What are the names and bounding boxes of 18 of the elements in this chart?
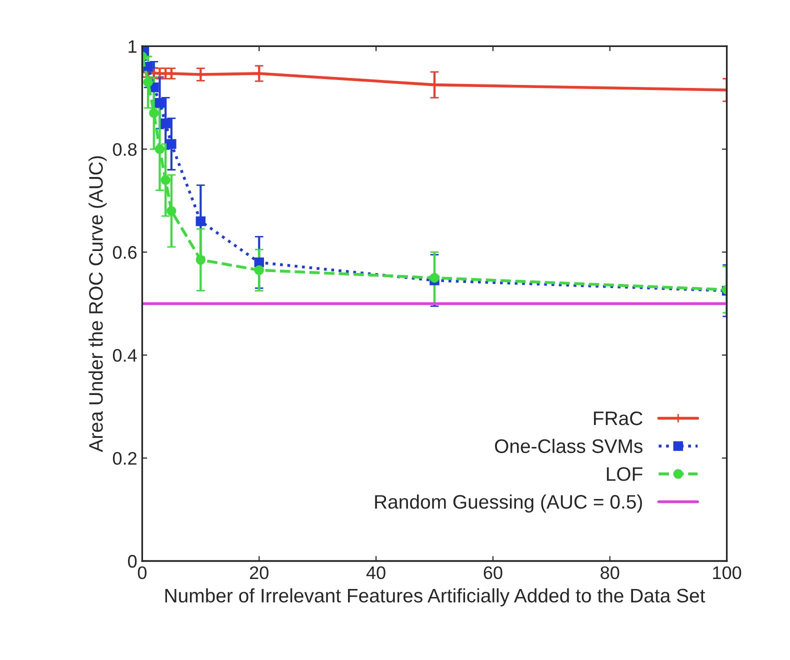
y-tick-label: 1: [128, 40, 136, 53]
y-tick-label: 0: [128, 554, 137, 568]
y-tick-label: 0.6: [112, 246, 137, 259]
y-axis-title: Area Under the ROC Curve (AUC): [88, 156, 107, 452]
legend-label: One-Class SVMs: [494, 438, 642, 454]
x-tick-label: 40: [366, 566, 386, 580]
x-tick-label: 80: [600, 566, 620, 580]
x-tick-label: 20: [250, 566, 268, 580]
y-tick-label: 0.8: [112, 143, 137, 156]
legend-label: Random Guessing (AUC = 0.5): [375, 494, 642, 513]
legend-label: FRaC: [594, 411, 642, 426]
x-axis-title: Number of Irrelevant Features Artificially Added to the Data Set: [165, 588, 706, 606]
y-tick-label: 0.4: [112, 349, 137, 362]
x-tick-label: 60: [484, 566, 502, 580]
legend-label: LOF: [606, 467, 642, 481]
x-tick-label: 100: [713, 566, 742, 580]
y-tick-label: 0.2: [112, 452, 136, 465]
x-tick-label: 0: [138, 566, 147, 580]
